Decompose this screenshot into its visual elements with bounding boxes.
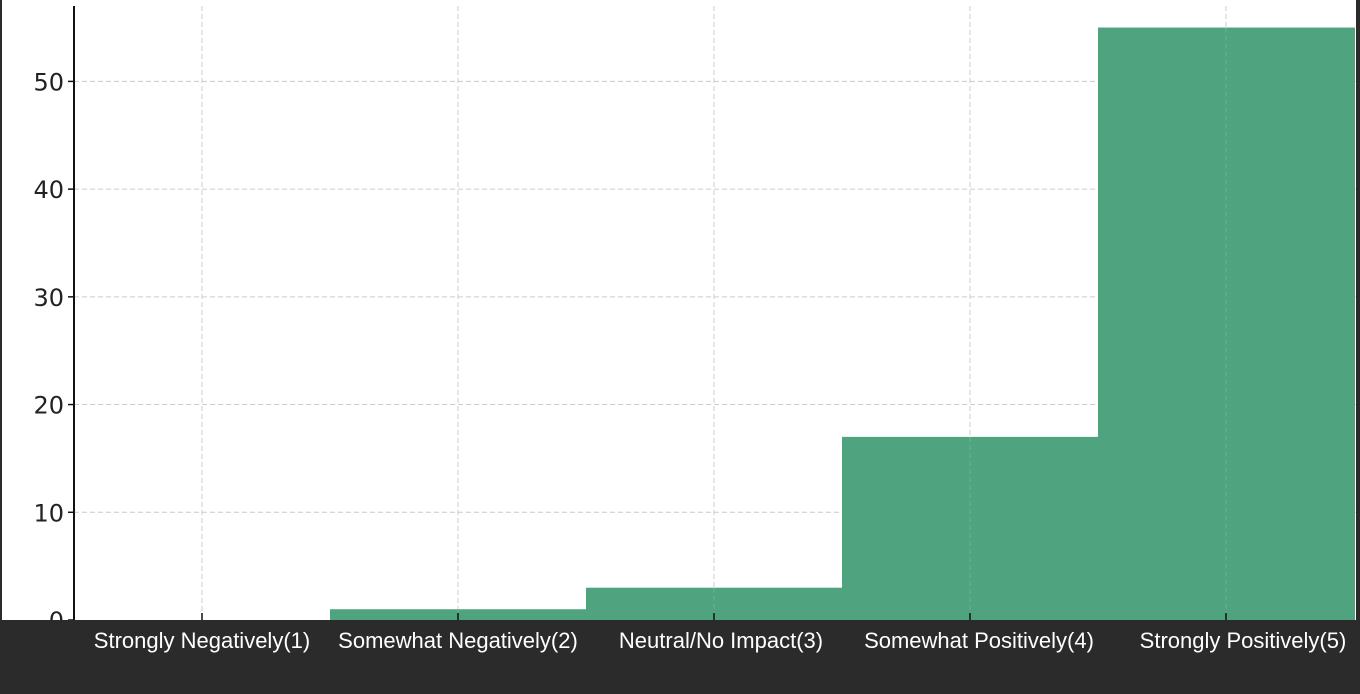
bar (1098, 27, 1355, 620)
x-tick-label: Somewhat Positively(4) (864, 628, 1094, 653)
y-tick-label: 30 (33, 284, 64, 312)
y-tick-label: 50 (33, 68, 64, 96)
y-tick-label: 40 (33, 176, 64, 204)
x-tick-label: Strongly Positively(5) (1140, 628, 1347, 653)
y-tick-label: 10 (33, 499, 64, 527)
x-tick-label: Somewhat Negatively(2) (338, 628, 578, 653)
y-tick-label: 20 (33, 392, 64, 420)
x-tick-label: Strongly Negatively(1) (94, 628, 310, 653)
x-label-band (0, 620, 1360, 694)
bar (842, 436, 1099, 620)
x-tick-label: Neutral/No Impact(3) (619, 628, 823, 653)
